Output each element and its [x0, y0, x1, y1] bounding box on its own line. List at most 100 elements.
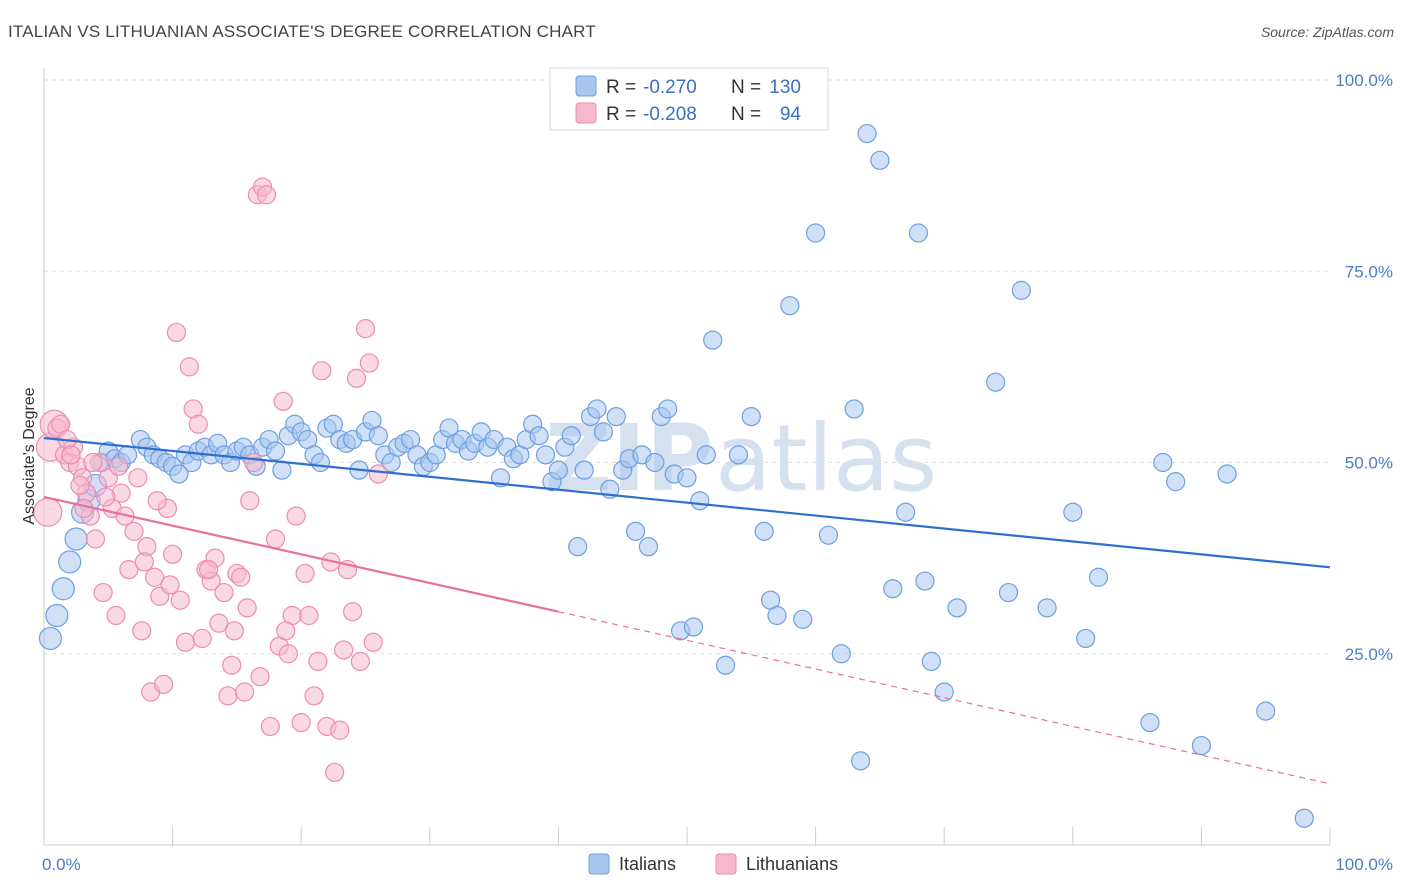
point-lithuanians: [106, 605, 126, 626]
point-lithuanians: [368, 464, 388, 484]
point-lithuanians: [278, 644, 298, 664]
point-italians: [548, 460, 569, 480]
point-italians: [1217, 464, 1237, 484]
point-lithuanians: [179, 357, 199, 377]
point-lithuanians: [334, 640, 354, 660]
point-italians: [677, 468, 697, 488]
point-italians: [767, 605, 787, 626]
point-lithuanians: [312, 361, 332, 381]
point-lithuanians: [199, 559, 219, 580]
point-italians: [64, 527, 88, 551]
legend-swatch-italians: [575, 75, 597, 97]
point-lithuanians: [70, 475, 90, 496]
point-italians: [1166, 472, 1186, 492]
series-italians: [38, 123, 1314, 828]
bottom-legend-label-lithuanians: Lithuanians: [746, 854, 838, 874]
point-italians: [1256, 701, 1276, 721]
legend-r-value-lithuanians: -0.208: [643, 104, 697, 125]
point-italians: [1063, 502, 1083, 522]
point-lithuanians: [235, 682, 255, 702]
point-lithuanians: [308, 651, 328, 672]
point-italians: [831, 644, 851, 664]
point-lithuanians: [214, 582, 234, 603]
trend-line-italians: [43, 436, 1331, 569]
legend-top: R = -0.270 N = 130 R = -0.208 N = 94: [549, 67, 829, 131]
data-points: [33, 123, 1314, 828]
point-italians: [587, 399, 607, 419]
point-lithuanians: [299, 605, 319, 626]
point-italians: [883, 579, 903, 599]
point-lithuanians: [256, 185, 277, 205]
point-lithuanians: [83, 452, 103, 473]
point-italians: [683, 617, 704, 637]
point-italians: [593, 422, 614, 442]
legend-swatch-lithuanians: [575, 102, 597, 124]
source-label: Source: ZipAtlas.com: [1260, 24, 1394, 40]
point-italians: [310, 452, 331, 473]
point-italians: [645, 452, 665, 473]
point-italians: [844, 399, 864, 419]
bottom-legend-swatch-lithuanians: [715, 853, 737, 875]
trend-lines: [43, 436, 1331, 785]
point-lithuanians: [166, 322, 187, 343]
point-lithuanians: [93, 582, 113, 603]
point-lithuanians: [134, 552, 154, 572]
point-lithuanians: [108, 456, 129, 476]
point-italians: [703, 330, 723, 350]
point-lithuanians: [276, 621, 296, 641]
legend-n-label-lithuanians: N =: [731, 104, 761, 125]
point-lithuanians: [175, 632, 196, 652]
point-italians: [805, 223, 826, 243]
point-lithuanians: [96, 487, 116, 507]
y-tick-labels: 25.0% 50.0% 75.0% 100.0%: [1335, 71, 1393, 664]
point-lithuanians: [244, 452, 264, 473]
point-lithuanians: [119, 559, 139, 580]
legend-n-label-italians: N =: [731, 77, 761, 98]
legend-r-label-italians: R =: [606, 77, 636, 98]
point-italians: [1088, 567, 1109, 587]
point-italians: [529, 426, 549, 446]
point-lithuanians: [286, 506, 306, 526]
point-lithuanians: [304, 686, 324, 706]
point-italians: [272, 460, 292, 480]
bottom-legend-swatch-italians: [588, 853, 610, 875]
point-italians: [793, 609, 813, 629]
trend-line-lithuanians: [43, 495, 559, 613]
point-italians: [1153, 452, 1173, 473]
legend-r-label-lithuanians: R =: [606, 104, 636, 125]
point-italians: [568, 537, 588, 557]
point-italians: [754, 521, 774, 541]
point-italians: [857, 123, 877, 144]
point-italians: [728, 445, 749, 465]
point-lithuanians: [363, 632, 383, 652]
x-tick-label: 100.0%: [1335, 855, 1393, 874]
point-lithuanians: [33, 497, 63, 527]
point-italians: [638, 537, 659, 557]
point-lithuanians: [355, 319, 376, 339]
point-lithuanians: [237, 598, 257, 618]
point-lithuanians: [240, 491, 260, 511]
point-lithuanians: [170, 590, 190, 610]
point-italians: [38, 626, 63, 651]
legend-n-value-lithuanians: 94: [780, 104, 802, 125]
point-lithuanians: [188, 414, 208, 434]
point-lithuanians: [231, 567, 251, 587]
point-italians: [561, 426, 581, 446]
point-italians: [1294, 808, 1314, 828]
point-lithuanians: [330, 720, 350, 740]
point-italians: [908, 223, 929, 243]
point-lithuanians: [346, 368, 367, 388]
point-lithuanians: [359, 353, 379, 373]
x-tick-label: 0.0%: [42, 855, 81, 874]
y-tick-label: 75.0%: [1345, 262, 1393, 281]
point-italians: [574, 460, 594, 480]
point-lithuanians: [222, 655, 242, 675]
point-italians: [1076, 628, 1096, 649]
point-lithuanians: [273, 391, 293, 411]
point-italians: [368, 426, 388, 446]
point-italians: [265, 441, 286, 461]
point-lithuanians: [350, 651, 370, 672]
series-lithuanians: [33, 177, 388, 782]
point-italians: [947, 598, 967, 618]
point-italians: [986, 372, 1006, 392]
